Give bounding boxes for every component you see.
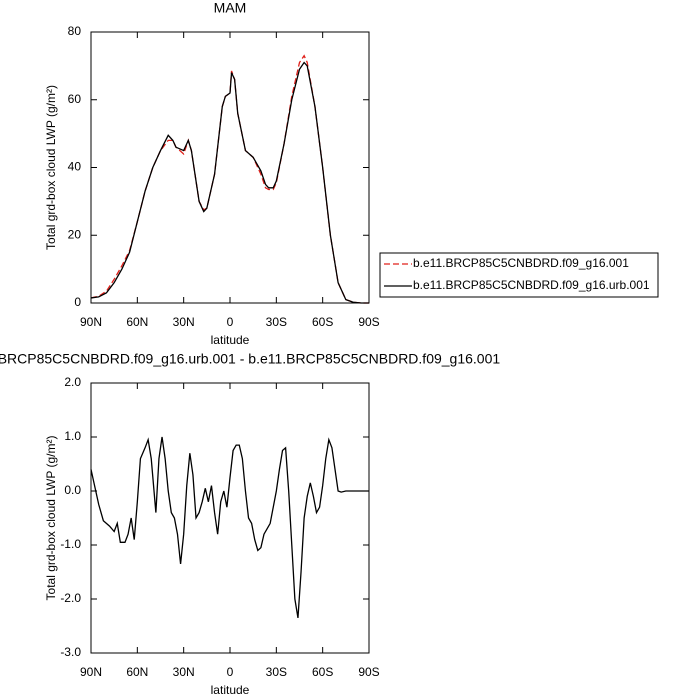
y-tick-label: 0.0	[64, 483, 81, 497]
data-line	[90, 61, 369, 304]
y-tick-label: 60	[68, 92, 82, 106]
x-tick-label: 30N	[173, 665, 195, 679]
x-tick-label: 60S	[312, 315, 333, 329]
chart-title: MAM	[214, 0, 247, 16]
chart-title: b.e11.BRCP85C5CNBDRD.f09_g16.urb.001 - b…	[0, 351, 500, 367]
y-tick-label: 80	[68, 24, 82, 38]
legend-label: b.e11.BRCP85C5CNBDRD.f09_g16.001	[413, 256, 629, 270]
x-tick-label: 30S	[266, 665, 287, 679]
x-tick-label: 0	[227, 315, 234, 329]
x-tick-label: 90S	[358, 665, 379, 679]
x-tick-label: 30N	[173, 315, 195, 329]
x-tick-label: 60N	[126, 315, 148, 329]
x-tick-label: 60S	[312, 665, 333, 679]
data-line	[90, 436, 369, 619]
x-tick-label: 90N	[80, 315, 102, 329]
y-tick-label: 0	[74, 295, 81, 309]
x-tick-label: 60N	[126, 665, 148, 679]
plot-frame	[90, 31, 370, 304]
y-tick-label: 1.0	[64, 429, 81, 443]
y-tick-label: -1.0	[60, 537, 81, 551]
y-tick-label: -3.0	[60, 645, 81, 659]
legend-label: b.e11.BRCP85C5CNBDRD.f09_g16.urb.001	[413, 278, 650, 292]
y-tick-label: 2.0	[64, 375, 81, 389]
plot: MAM latitude Total grd-box cloud LWP (g/m²…	[44, 0, 659, 347]
y-tick-label: 20	[68, 227, 82, 241]
y-tick-label: -2.0	[60, 591, 81, 605]
x-axis-label: latitude	[211, 333, 250, 347]
plot: b.e11.BRCP85C5CNBDRD.f09_g16.urb.001 - b…	[0, 351, 500, 697]
y-axis-label: Total grd-box cloud LWP (g/m²)	[44, 85, 58, 250]
x-tick-label: 90S	[358, 315, 379, 329]
legend-box	[379, 252, 659, 298]
x-tick-label: 30S	[266, 315, 287, 329]
x-tick-label: 0	[227, 665, 234, 679]
plot-frame	[90, 382, 370, 654]
y-axis-label: Total grd-box cloud LWP (g/m²)	[44, 436, 58, 601]
y-tick-label: 40	[68, 160, 82, 174]
x-tick-label: 90N	[80, 665, 102, 679]
x-axis-label: latitude	[211, 683, 250, 697]
